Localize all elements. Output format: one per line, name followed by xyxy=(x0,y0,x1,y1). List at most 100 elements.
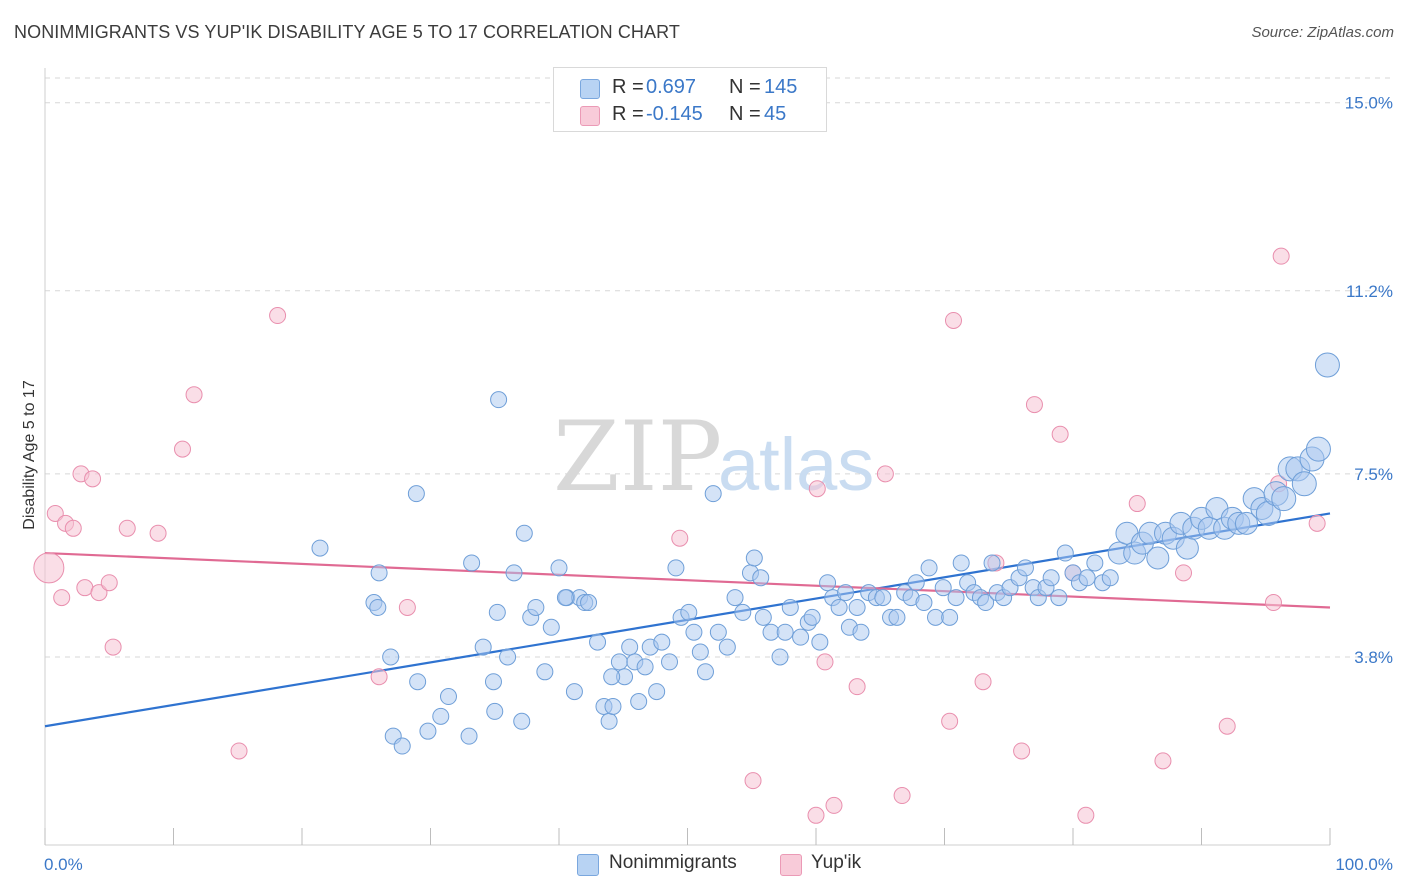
nonimmigrants-point xyxy=(941,608,959,626)
nonimmigrants-point xyxy=(1050,589,1068,607)
nonimmigrants-point xyxy=(977,594,995,612)
nonimmigrants-point xyxy=(752,569,770,587)
yupik-point xyxy=(1154,752,1172,770)
nonimmigrants-point xyxy=(1291,471,1317,497)
yupik-point xyxy=(149,524,167,542)
yupik-point xyxy=(1175,564,1193,582)
legend-n-label: N = xyxy=(729,103,761,125)
legend-swatch-pink xyxy=(580,106,600,126)
yupik-point xyxy=(104,638,122,656)
nonimmigrants-point xyxy=(460,727,478,745)
legend-n-value: 45 xyxy=(764,103,787,125)
nonimmigrants-point xyxy=(907,574,925,592)
nonimmigrants-point xyxy=(603,668,621,686)
nonimmigrants-point xyxy=(685,623,703,641)
yupik-point xyxy=(84,470,102,488)
nonimmigrants-point xyxy=(776,623,794,641)
nonimmigrants-point xyxy=(803,608,821,626)
nonimmigrants-point xyxy=(565,683,583,701)
x-tick-label: 0.0% xyxy=(44,855,83,874)
nonimmigrants-point xyxy=(726,589,744,607)
yupik-point xyxy=(825,796,843,814)
legend-row-yupik: R = -0.145 N = 45 xyxy=(554,101,826,129)
nonimmigrants-point xyxy=(1042,569,1060,587)
yupik-point xyxy=(1077,806,1095,824)
nonimmigrants-point xyxy=(407,485,425,503)
nonimmigrants-point xyxy=(499,648,517,666)
nonimmigrants-point xyxy=(680,603,698,621)
yupik-point xyxy=(230,742,248,760)
legend-r-label: R = xyxy=(612,103,644,125)
source-label: Source: ZipAtlas.com xyxy=(1251,24,1394,41)
nonimmigrants-point xyxy=(490,391,508,409)
yupik-point xyxy=(1272,247,1290,265)
yupik-point xyxy=(1025,396,1043,414)
yupik-point xyxy=(76,579,94,597)
nonimmigrants-point xyxy=(542,618,560,636)
nonimmigrants-point xyxy=(734,603,752,621)
nonimmigrants-point xyxy=(1086,554,1104,572)
legend-r-value: 0.697 xyxy=(646,76,697,98)
nonimmigrants-point xyxy=(513,712,531,730)
nonimmigrants-point xyxy=(600,712,618,730)
nonimmigrants-point xyxy=(1146,546,1170,570)
nonimmigrants-point xyxy=(792,628,810,646)
nonimmigrants-point xyxy=(1016,559,1034,577)
nonimmigrants-point xyxy=(983,554,1001,572)
nonimmigrants-point xyxy=(1175,536,1199,560)
nonimmigrants-point xyxy=(754,608,772,626)
watermark-atlas-text: atlas xyxy=(718,423,874,506)
nonimmigrants-point xyxy=(1271,486,1297,512)
nonimmigrants-point xyxy=(589,633,607,651)
nonimmigrants-point xyxy=(653,633,671,651)
nonimmigrants-point xyxy=(667,559,685,577)
yupik-point xyxy=(1218,717,1236,735)
nonimmigrants-point xyxy=(696,663,714,681)
yupik-point xyxy=(370,668,388,686)
nonimmigrants-point xyxy=(874,589,892,607)
yupik-point xyxy=(269,307,287,325)
yupik-point xyxy=(807,806,825,824)
nonimmigrants-point xyxy=(762,623,780,641)
nonimmigrants-point xyxy=(636,658,654,676)
nonimmigrants-point xyxy=(830,598,848,616)
nonimmigrants-point xyxy=(704,485,722,503)
yupik-trend-line xyxy=(44,551,1331,609)
yupik-point xyxy=(398,598,416,616)
nonimmigrants-point xyxy=(630,692,648,710)
nonimmigrants-point xyxy=(819,574,837,592)
yupik-point xyxy=(876,465,894,483)
nonimmigrants-point xyxy=(536,663,554,681)
watermark-zip-text: ZIP xyxy=(553,401,722,513)
nonimmigrants-point xyxy=(610,653,628,671)
yupik-point xyxy=(848,678,866,696)
yupik-point xyxy=(974,673,992,691)
x-tick-label: 100.0% xyxy=(1335,855,1393,874)
yupik-point xyxy=(941,712,959,730)
nonimmigrants-point xyxy=(486,702,504,720)
nonimmigrants-point xyxy=(745,549,763,567)
yupik-point xyxy=(816,653,834,671)
nonimmigrants-point xyxy=(311,539,329,557)
y-tick-label: 11.2% xyxy=(1346,282,1393,301)
y-tick-labels: 3.8% 7.5% 11.2% 15.0% xyxy=(1345,94,1393,667)
legend-n-value: 145 xyxy=(764,76,798,98)
nonimmigrants-point xyxy=(691,643,709,661)
legend-n-label: N = xyxy=(729,76,761,98)
nonimmigrants-point xyxy=(927,608,945,626)
nonimmigrants-point xyxy=(771,648,789,666)
nonimmigrants-point xyxy=(718,638,736,656)
yupik-point xyxy=(33,552,65,584)
legend-r-value: -0.145 xyxy=(646,103,703,125)
yupik-points xyxy=(33,247,1326,824)
nonimmigrants-point xyxy=(409,673,427,691)
nonimmigrants-point xyxy=(474,638,492,656)
yupik-point xyxy=(1128,495,1146,513)
y-tick-label: 7.5% xyxy=(1354,465,1393,484)
nonimmigrants-point xyxy=(837,584,855,602)
nonimmigrants-point xyxy=(1234,511,1258,535)
nonimmigrants-point xyxy=(947,589,965,607)
yupik-point xyxy=(944,311,962,329)
nonimmigrants-point xyxy=(952,554,970,572)
